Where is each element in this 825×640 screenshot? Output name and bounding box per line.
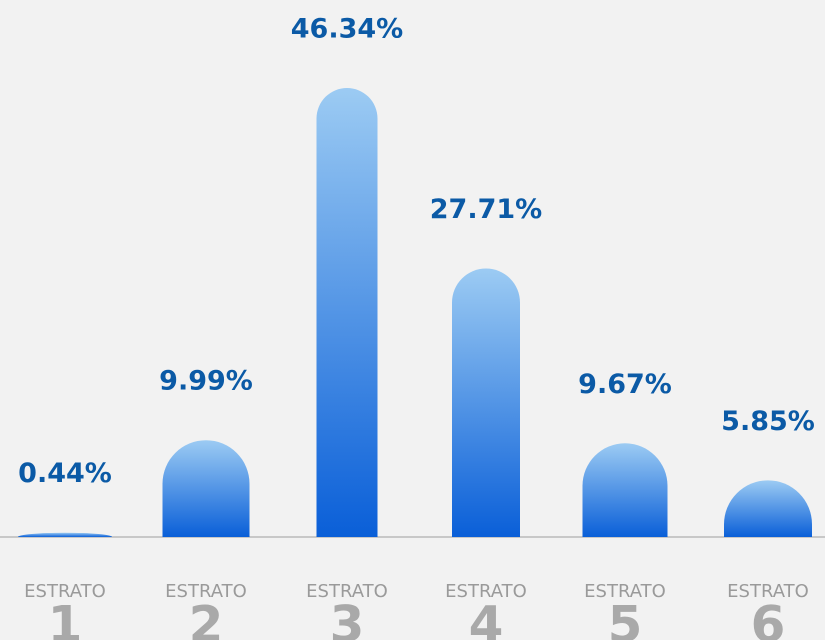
- bar: [18, 532, 112, 537]
- value-label: 9.67%: [578, 369, 672, 400]
- category-prefix: ESTRATO: [24, 581, 106, 602]
- category-prefix: ESTRATO: [306, 581, 388, 602]
- bar: [582, 443, 668, 537]
- category-prefix: ESTRATO: [584, 581, 666, 602]
- value-label: 46.34%: [291, 14, 403, 45]
- category-prefix: ESTRATO: [445, 581, 527, 602]
- value-label: 0.44%: [18, 458, 112, 489]
- category-label: 3: [330, 596, 365, 640]
- bar: [162, 440, 250, 537]
- bar: [724, 480, 812, 537]
- bar: [316, 88, 378, 537]
- value-label: 9.99%: [159, 366, 253, 397]
- category-label: 4: [469, 596, 504, 640]
- category-prefix: ESTRATO: [165, 581, 247, 602]
- category-label: 2: [189, 596, 224, 640]
- value-label: 5.85%: [721, 406, 815, 437]
- category-label: 5: [608, 596, 643, 640]
- category-label: 1: [48, 596, 83, 640]
- bar: [452, 268, 520, 537]
- value-label: 27.71%: [430, 194, 542, 225]
- category-prefix: ESTRATO: [727, 581, 809, 602]
- category-label: 6: [751, 596, 786, 640]
